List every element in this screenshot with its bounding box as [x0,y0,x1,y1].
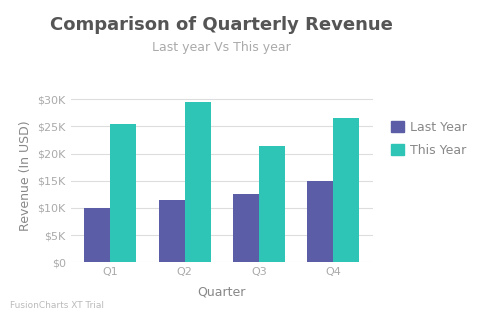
Bar [159,200,184,262]
Bar [184,102,211,262]
X-axis label: Quarter: Quarter [198,285,246,299]
Text: Comparison of Quarterly Revenue: Comparison of Quarterly Revenue [50,16,393,34]
Text: Last year Vs This year: Last year Vs This year [152,41,291,54]
Bar [307,181,333,262]
Legend: Last Year, This Year: Last Year, This Year [391,121,467,157]
Bar [259,145,285,262]
Bar [233,194,259,262]
Text: FusionCharts XT Trial: FusionCharts XT Trial [10,301,104,310]
Y-axis label: Revenue (In USD): Revenue (In USD) [19,120,32,231]
Bar [333,118,359,262]
Bar [110,124,136,262]
Bar [84,208,110,262]
